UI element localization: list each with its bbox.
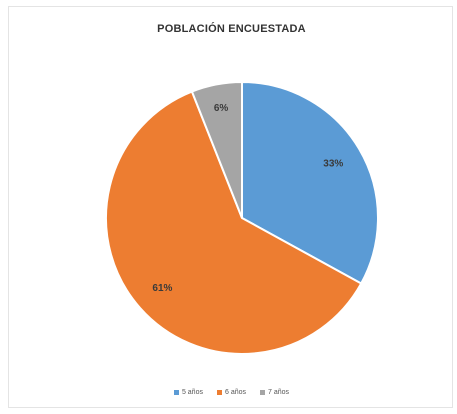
legend-swatch-5 [173,390,179,395]
legend-swatch-6 [216,390,222,395]
chart-legend: 5 años 6 años 7 años [9,389,454,396]
pie-slices [105,80,379,355]
chart-title: POBLACIÓN ENCUESTADA [157,23,306,35]
pie-slice-6 [105,90,363,355]
pie-chart: 33% 61% 6% [105,80,379,355]
data-label-7: 6% [214,103,229,114]
legend-label-7: 7 años [268,389,290,396]
pie-data-labels: 33% 61% 6% [152,103,343,294]
chart-area: POBLACIÓN ENCUESTADA 33% 61% 6% 5 años 6 a… [8,6,453,408]
legend-swatch-7 [260,390,266,395]
legend-label-5: 5 años [181,389,203,396]
legend-item-5: 5 años [173,389,203,396]
legend-item-7: 7 años [260,389,289,396]
data-label-5: 33% [323,159,343,170]
data-label-6: 61% [152,283,172,294]
legend-label-6: 6 años [224,389,247,396]
pie-slice-7 [190,80,243,219]
legend-item-6: 6 años [216,389,247,396]
pie-slice-5 [241,80,379,285]
